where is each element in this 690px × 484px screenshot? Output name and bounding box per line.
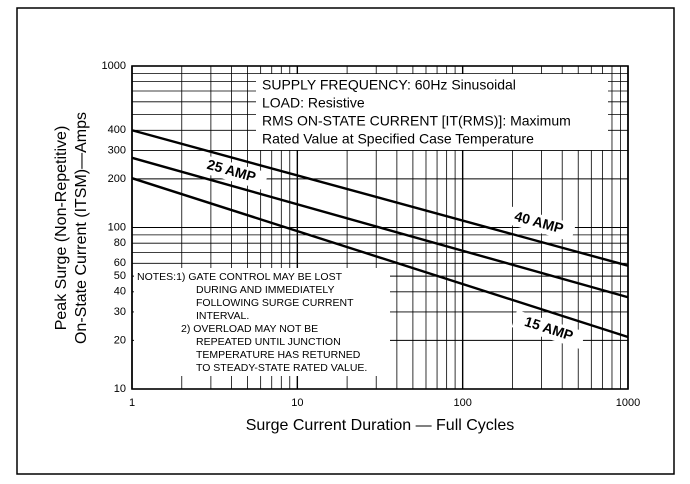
note-text: INTERVAL. bbox=[196, 310, 249, 322]
note-text: DURING AND IMMEDIATELY bbox=[196, 284, 334, 296]
x-tick-label: 10 bbox=[291, 397, 303, 409]
y-axis-label: On-State Current (ITSM)—Amps bbox=[73, 112, 90, 344]
x-tick-label: 1 bbox=[129, 397, 135, 409]
note-text: TO STEADY-STATE RATED VALUE. bbox=[196, 362, 367, 374]
y-axis-label: Peak Surge (Non-Repetitive) bbox=[53, 126, 70, 331]
info-box bbox=[256, 74, 608, 150]
note-text: REPEATED UNTIL JUNCTION bbox=[196, 336, 341, 348]
x-tick-label: 1000 bbox=[616, 397, 640, 409]
y-tick-label: 100 bbox=[108, 221, 126, 233]
info-text: RMS ON-STATE CURRENT [IT(RMS)]: Maximum bbox=[262, 113, 571, 129]
y-tick-label: 30 bbox=[114, 306, 126, 318]
note-text: TEMPERATURE HAS RETURNED bbox=[196, 349, 361, 361]
y-tick-label: 40 bbox=[114, 286, 126, 298]
outer-frame bbox=[16, 7, 675, 475]
y-tick-label: 1000 bbox=[102, 60, 126, 72]
y-tick-label: 50 bbox=[114, 270, 126, 282]
info-text: LOAD: Resistive bbox=[262, 95, 365, 111]
notes-box bbox=[134, 268, 390, 376]
series-line bbox=[131, 129, 629, 267]
y-tick-label: 80 bbox=[114, 237, 126, 249]
series-label-bg bbox=[511, 310, 586, 350]
x-axis-label: Surge Current Duration — Full Cycles bbox=[246, 417, 515, 434]
x-tick-label: 100 bbox=[453, 397, 471, 409]
plot-frame bbox=[131, 65, 629, 390]
y-tick-label: 10 bbox=[114, 383, 126, 395]
y-tick-label: 300 bbox=[108, 144, 126, 156]
y-tick-label: 200 bbox=[108, 173, 126, 185]
note-text: NOTES:1) GATE CONTROL MAY BE LOST bbox=[137, 271, 343, 283]
note-text: FOLLOWING SURGE CURRENT bbox=[196, 297, 354, 309]
y-tick-label: 20 bbox=[114, 334, 126, 346]
series-line bbox=[131, 177, 629, 339]
info-text: Rated Value at Specified Case Temperatur… bbox=[262, 131, 534, 147]
series-label-bg bbox=[501, 205, 576, 242]
info-text: SUPPLY FREQUENCY: 60Hz Sinusoidal bbox=[262, 77, 516, 93]
y-tick-label: 400 bbox=[108, 124, 126, 136]
series-label-bg bbox=[194, 153, 269, 191]
note-text: 2) OVERLOAD MAY NOT BE bbox=[181, 323, 318, 335]
series-line bbox=[131, 156, 629, 299]
y-tick-label: 60 bbox=[114, 257, 126, 269]
